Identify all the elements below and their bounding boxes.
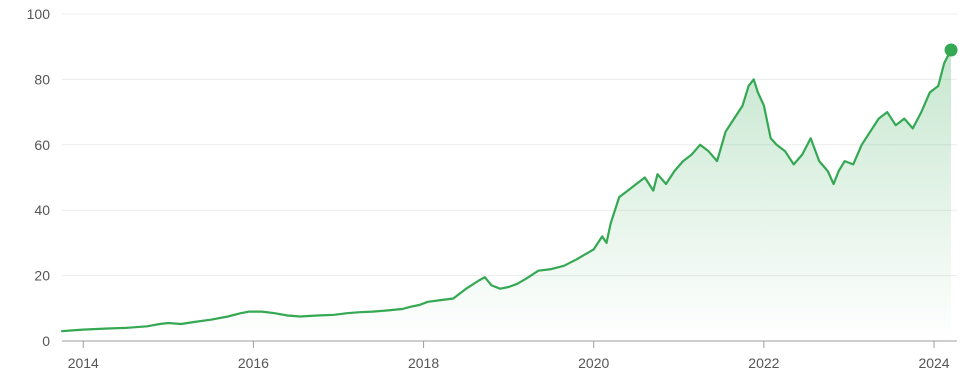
price-line-layer xyxy=(60,48,953,333)
area-fill-layer xyxy=(62,50,952,341)
x-axis xyxy=(62,340,957,348)
area-fill xyxy=(62,50,952,341)
x-tick-label: 2020 xyxy=(578,355,609,371)
y-axis-tick-labels: 0 20 40 60 80 100 xyxy=(27,6,51,349)
x-tick-label: 2016 xyxy=(238,355,269,371)
x-tick-label: 2022 xyxy=(748,355,779,371)
last-point-layer xyxy=(944,43,958,57)
y-tick-label: 0 xyxy=(42,333,50,349)
y-tick-label: 20 xyxy=(34,268,50,284)
y-tick-label: 40 xyxy=(34,202,50,218)
y-tick-label: 100 xyxy=(27,6,51,22)
x-tick-label: 2018 xyxy=(408,355,439,371)
x-axis-tick-labels: 2014 2016 2018 2020 2022 2024 xyxy=(68,355,950,371)
y-tick-label: 80 xyxy=(34,71,50,87)
x-tick-label: 2024 xyxy=(918,355,949,371)
y-tick-label: 60 xyxy=(34,137,50,153)
last-price-marker xyxy=(944,43,958,57)
x-tick-label: 2014 xyxy=(68,355,99,371)
price-line xyxy=(60,48,953,333)
